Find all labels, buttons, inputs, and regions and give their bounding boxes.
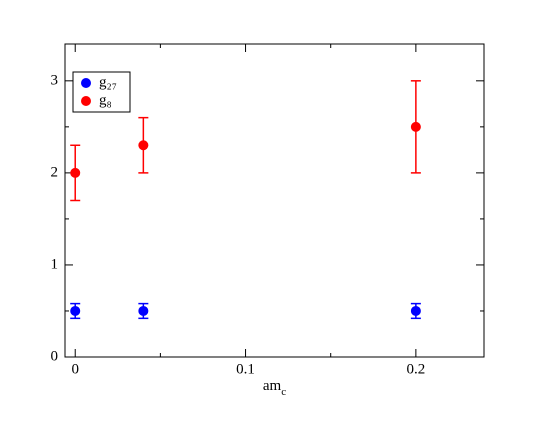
point (70, 305, 81, 316)
point (410, 305, 421, 316)
point (138, 305, 149, 316)
y-tick-label: 0 (51, 348, 59, 364)
x-axis-label: amc (263, 378, 286, 397)
y-tick-label: 2 (51, 164, 59, 180)
legend-marker (81, 78, 91, 88)
legend-label: g₈ (99, 92, 112, 108)
point (410, 121, 421, 132)
point (138, 140, 149, 151)
x-tick-label: 0.1 (236, 361, 255, 377)
y-tick-label: 1 (51, 256, 59, 272)
point (70, 167, 81, 178)
x-tick-label: 0.2 (406, 361, 425, 377)
x-tick-label: 0 (71, 361, 79, 377)
plot-frame (64, 43, 485, 358)
legend-label: g₂₇ (99, 74, 117, 90)
y-tick-label: 3 (51, 72, 59, 88)
legend-box (72, 71, 131, 113)
legend-marker (81, 96, 91, 106)
